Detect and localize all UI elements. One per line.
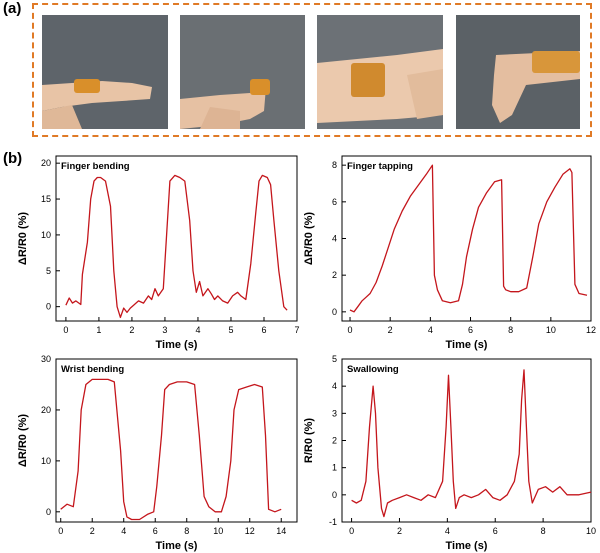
y-axis-label: ΔR/R0 (%) — [17, 414, 29, 467]
plot-frame — [341, 358, 592, 523]
x-tick-label: 3 — [162, 325, 167, 335]
y-tick-label: 4 — [332, 234, 337, 244]
y-tick-label: 4 — [332, 381, 337, 391]
x-axis-label: Time (s) — [156, 339, 198, 351]
x-tick-label: 4 — [195, 325, 200, 335]
x-tick-label: 6 — [468, 325, 473, 335]
y-tick-label: 20 — [41, 158, 51, 168]
chart-title: Wrist bending — [61, 364, 124, 375]
chart-title: Finger tapping — [347, 161, 413, 172]
chart-title: Finger bending — [61, 161, 130, 172]
y-tick-label: 5 — [332, 354, 337, 364]
y-tick-label: 10 — [41, 456, 51, 466]
y-tick-label: 3 — [332, 408, 337, 418]
y-tick-label: 15 — [41, 194, 51, 204]
x-tick-label: 6 — [153, 526, 158, 536]
x-tick-label: 5 — [228, 325, 233, 335]
photo-frame — [32, 3, 592, 137]
y-tick-label: -1 — [329, 517, 337, 527]
x-tick-label: 10 — [586, 526, 596, 536]
x-tick-label: 0 — [58, 526, 63, 536]
x-tick-label: 7 — [294, 325, 299, 335]
y-tick-label: 0 — [332, 490, 337, 500]
x-tick-label: 4 — [445, 526, 450, 536]
x-tick-label: 0 — [348, 325, 353, 335]
series-line — [351, 369, 592, 518]
panel-label-a: (a) — [3, 0, 22, 17]
x-axis-label: Time (s) — [156, 540, 198, 552]
y-tick-label: 20 — [41, 405, 51, 415]
x-tick-label: 12 — [586, 325, 596, 335]
x-tick-label: 2 — [90, 526, 95, 536]
y-axis-label: R/R0 (%) — [303, 418, 315, 464]
x-tick-label: 0 — [63, 325, 68, 335]
plot-frame — [55, 155, 298, 322]
x-tick-label: 2 — [129, 325, 134, 335]
y-tick-label: 1 — [332, 463, 337, 473]
y-axis-label: ΔR/R0 (%) — [303, 212, 315, 265]
x-tick-label: 10 — [546, 325, 556, 335]
plot-frame — [341, 155, 592, 322]
x-tick-label: 0 — [349, 526, 354, 536]
panel-label-b: (b) — [3, 150, 23, 167]
series-line — [65, 174, 288, 319]
plot-frame — [55, 358, 298, 523]
chart-title: Swallowing — [347, 364, 399, 375]
y-tick-label: 0 — [46, 507, 51, 517]
y-tick-label: 8 — [332, 160, 337, 170]
x-tick-label: 8 — [184, 526, 189, 536]
x-tick-label: 14 — [276, 526, 286, 536]
x-tick-label: 8 — [508, 325, 513, 335]
y-tick-label: 6 — [332, 197, 337, 207]
x-tick-label: 1 — [96, 325, 101, 335]
x-axis-label: Time (s) — [446, 540, 488, 552]
series-line — [60, 378, 282, 521]
y-tick-label: 2 — [332, 436, 337, 446]
x-tick-label: 2 — [388, 325, 393, 335]
y-tick-label: 0 — [332, 307, 337, 317]
x-axis-label: Time (s) — [446, 339, 488, 351]
y-tick-label: 0 — [46, 302, 51, 312]
y-tick-label: 5 — [46, 266, 51, 276]
x-tick-label: 4 — [121, 526, 126, 536]
x-tick-label: 8 — [541, 526, 546, 536]
wrist-bent-photo — [456, 15, 580, 129]
y-tick-label: 2 — [332, 270, 337, 280]
x-tick-label: 12 — [245, 526, 255, 536]
series-line — [349, 164, 588, 313]
finger-bent-photo — [180, 15, 305, 129]
y-axis-label: ΔR/R0 (%) — [17, 212, 29, 265]
x-tick-label: 10 — [213, 526, 223, 536]
x-tick-label: 4 — [428, 325, 433, 335]
x-tick-label: 2 — [397, 526, 402, 536]
y-tick-label: 30 — [41, 354, 51, 364]
wrist-photo — [317, 15, 443, 129]
x-tick-label: 6 — [493, 526, 498, 536]
finger-extended-photo — [42, 15, 168, 129]
y-tick-label: 10 — [41, 230, 51, 240]
x-tick-label: 6 — [261, 325, 266, 335]
